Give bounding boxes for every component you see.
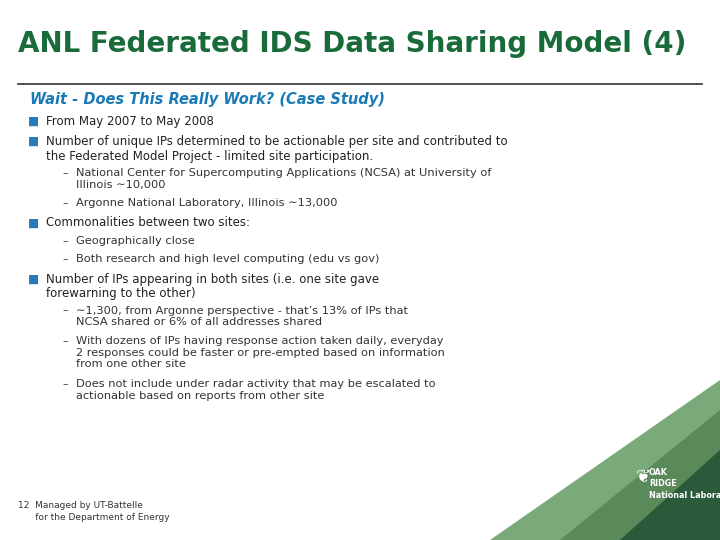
Text: –: – — [62, 379, 68, 389]
Text: Wait - Does This Really Work? (Case Study): Wait - Does This Really Work? (Case Stud… — [30, 92, 385, 107]
Polygon shape — [560, 410, 720, 540]
Polygon shape — [490, 380, 720, 540]
Text: Both research and high level computing (edu vs gov): Both research and high level computing (… — [76, 254, 379, 265]
Text: –: – — [62, 306, 68, 315]
Text: Number of IPs appearing in both sites (i.e. one site gave
forewarning to the oth: Number of IPs appearing in both sites (i… — [46, 273, 379, 300]
Text: From May 2007 to May 2008: From May 2007 to May 2008 — [46, 115, 214, 128]
Text: ∼1,300, from Argonne perspective - that’s 13% of IPs that
NCSA shared or 6% of a: ∼1,300, from Argonne perspective - that’… — [76, 306, 408, 327]
Text: ■: ■ — [28, 135, 39, 148]
Text: ■: ■ — [28, 217, 39, 230]
Text: Argonne National Laboratory, Illinois ∼13,000: Argonne National Laboratory, Illinois ∼1… — [76, 199, 338, 208]
Polygon shape — [620, 450, 720, 540]
Text: Commonalities between two sites:: Commonalities between two sites: — [46, 217, 250, 230]
Text: ■: ■ — [28, 115, 39, 128]
Text: Number of unique IPs determined to be actionable per site and contributed to
the: Number of unique IPs determined to be ac… — [46, 135, 508, 163]
Text: Does not include under radar activity that may be escalated to
actionable based : Does not include under radar activity th… — [76, 379, 436, 401]
Text: With dozens of IPs having response action taken daily, everyday
2 responses coul: With dozens of IPs having response actio… — [76, 336, 445, 369]
Text: 12  Managed by UT-Battelle
      for the Department of Energy: 12 Managed by UT-Battelle for the Depart… — [18, 501, 170, 522]
Text: ❦: ❦ — [636, 468, 651, 486]
Text: National Center for Supercomputing Applications (NCSA) at University of
Illinois: National Center for Supercomputing Appli… — [76, 168, 492, 190]
Text: –: – — [62, 254, 68, 265]
Text: –: – — [62, 336, 68, 346]
Text: OAK
RIDGE
National Laboratory: OAK RIDGE National Laboratory — [649, 468, 720, 500]
Text: –: – — [62, 168, 68, 178]
Text: –: – — [62, 237, 68, 246]
Text: ANL Federated IDS Data Sharing Model (4): ANL Federated IDS Data Sharing Model (4) — [18, 30, 686, 58]
Text: ■: ■ — [28, 273, 39, 286]
Text: Geographically close: Geographically close — [76, 237, 194, 246]
Text: –: – — [62, 199, 68, 208]
